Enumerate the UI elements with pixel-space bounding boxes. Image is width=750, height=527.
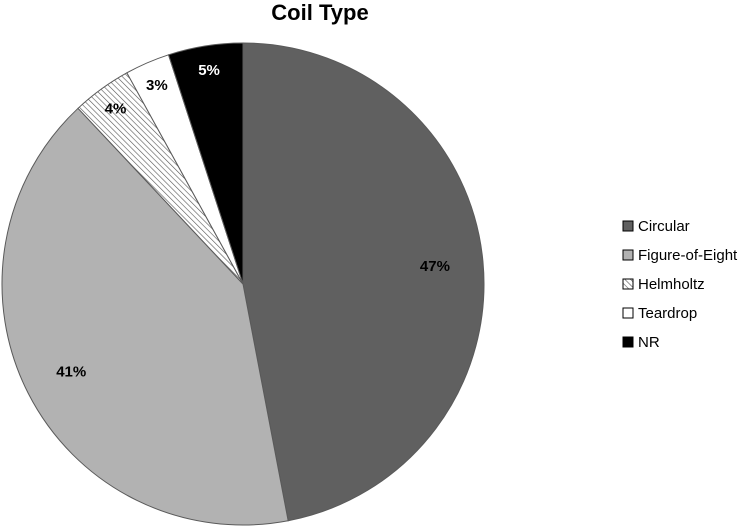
legend-item-helmholtz: Helmholtz (622, 276, 705, 293)
legend-label-circular: Circular (638, 218, 690, 235)
data-label-circular: 47% (420, 258, 450, 275)
data-label-helmholtz: 4% (105, 101, 127, 118)
legend-item-figure-of-eight: Figure-of-Eight (622, 247, 738, 264)
pie-slices (1, 42, 485, 526)
pie-slice-nr (167, 42, 244, 285)
legend-label-figure-of-eight: Figure-of-Eight (638, 247, 738, 264)
pie-slice-figure-of-eight (1, 107, 289, 526)
legend-item-nr: NR (622, 334, 660, 351)
legend-label-helmholtz: Helmholtz (638, 276, 705, 293)
legend-swatch-circular (622, 220, 634, 232)
legend-item-teardrop: Teardrop (622, 305, 697, 322)
legend-swatch-nr (622, 336, 634, 348)
legend-label-nr: NR (638, 334, 660, 351)
legend-label-teardrop: Teardrop (638, 305, 697, 322)
pie-data-labels: 47% 41% 4% 3% 5% (56, 62, 450, 381)
legend-item-circular: Circular (622, 218, 690, 235)
data-label-figure-of-eight: 41% (56, 364, 86, 381)
chart-title: Coil Type (271, 0, 368, 25)
legend-swatch-teardrop (622, 307, 634, 319)
data-label-teardrop: 3% (146, 77, 168, 94)
legend-swatch-figure-of-eight (622, 249, 634, 261)
data-label-nr: 5% (198, 62, 220, 79)
pie-slice-circular (242, 42, 485, 522)
legend: Circular Figure-of-Eight Helmholtz Teardrop… (622, 218, 738, 351)
legend-swatch-helmholtz (622, 278, 634, 290)
